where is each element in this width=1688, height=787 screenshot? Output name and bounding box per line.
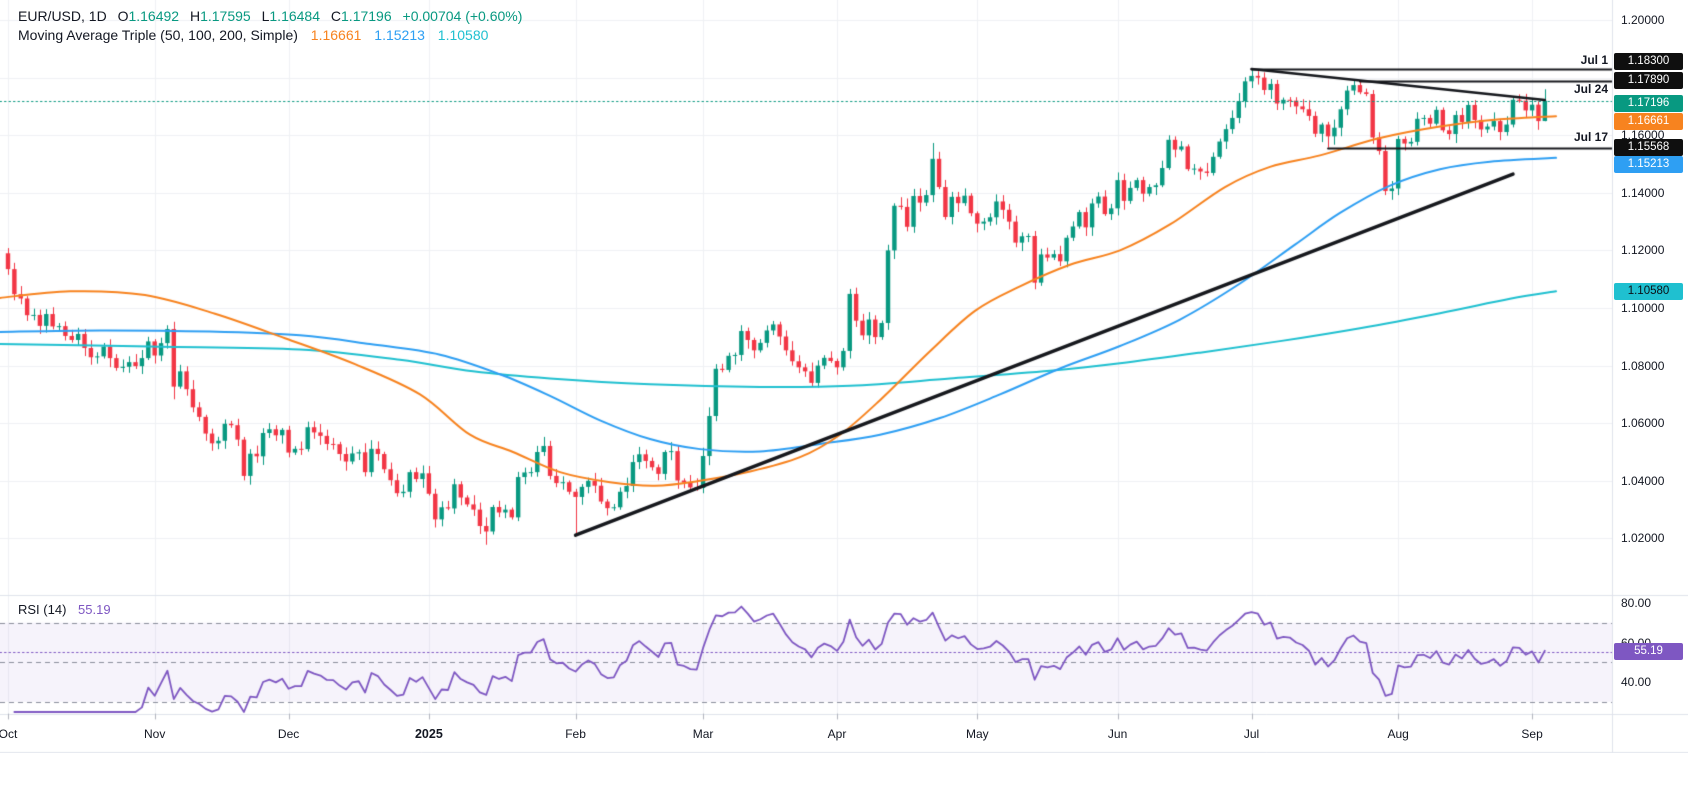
price-axis-badge: 1.17196 xyxy=(1614,95,1683,113)
rsi-indicator-title[interactable]: RSI (14) xyxy=(18,602,67,617)
price-axis-badge: 1.18300 xyxy=(1614,53,1683,71)
price-axis-badge: 1.17890 xyxy=(1614,72,1683,90)
time-axis-label-sep: Sep xyxy=(1521,727,1543,741)
price-axis-tick: 1.20000 xyxy=(1621,13,1665,27)
time-axis-label-2025: 2025 xyxy=(414,727,443,741)
price-axis-badge: 1.16661 xyxy=(1614,112,1683,130)
drawing-date-label: Jul 17 xyxy=(1573,130,1608,144)
price-axis-tick: 1.10000 xyxy=(1621,301,1665,315)
drawing-date-label: Jul 1 xyxy=(1580,53,1608,67)
symbol-title[interactable]: EUR/USD, 1D xyxy=(18,8,107,24)
time-axis-label-jun: Jun xyxy=(1107,727,1128,741)
time-axis-label-may: May xyxy=(965,727,989,741)
price-axis-tick: 1.14000 xyxy=(1621,185,1665,200)
price-axis-badge: 1.15568 xyxy=(1614,139,1683,157)
price-axis-tick: 1.02000 xyxy=(1621,531,1665,546)
time-axis-label-aug: Aug xyxy=(1387,727,1409,741)
time-axis-label-jul: Jul xyxy=(1243,727,1260,741)
time-axis-label-mar: Mar xyxy=(692,727,714,741)
drawing-date-label: Jul 24 xyxy=(1573,82,1608,96)
rsi-axis-badge: 55.19 xyxy=(1614,643,1683,661)
price-axis-badge: 1.10580 xyxy=(1614,282,1683,300)
ma-indicator-title[interactable]: Moving Average Triple (50, 100, 200, Sim… xyxy=(18,27,298,43)
price-axis-tick: 1.06000 xyxy=(1621,416,1665,431)
time-axis-label-feb: Feb xyxy=(565,727,586,741)
price-axis-tick: 1.04000 xyxy=(1621,473,1665,488)
price-axis-tick: 1.16000 xyxy=(1621,128,1665,143)
time-axis-label-apr: Apr xyxy=(827,727,847,741)
time-axis-label-nov: Nov xyxy=(143,727,166,741)
price-axis-badge: 1.15213 xyxy=(1614,156,1683,174)
time-axis-label-oct: Oct xyxy=(0,727,18,741)
price-axis-tick: 1.12000 xyxy=(1621,243,1665,258)
price-axis-tick: 1.08000 xyxy=(1621,358,1665,373)
rsi-axis-tick: 80.00 xyxy=(1621,596,1652,610)
time-axis-label-dec: Dec xyxy=(277,727,300,741)
rsi-axis-tick: 40.00 xyxy=(1621,675,1652,689)
